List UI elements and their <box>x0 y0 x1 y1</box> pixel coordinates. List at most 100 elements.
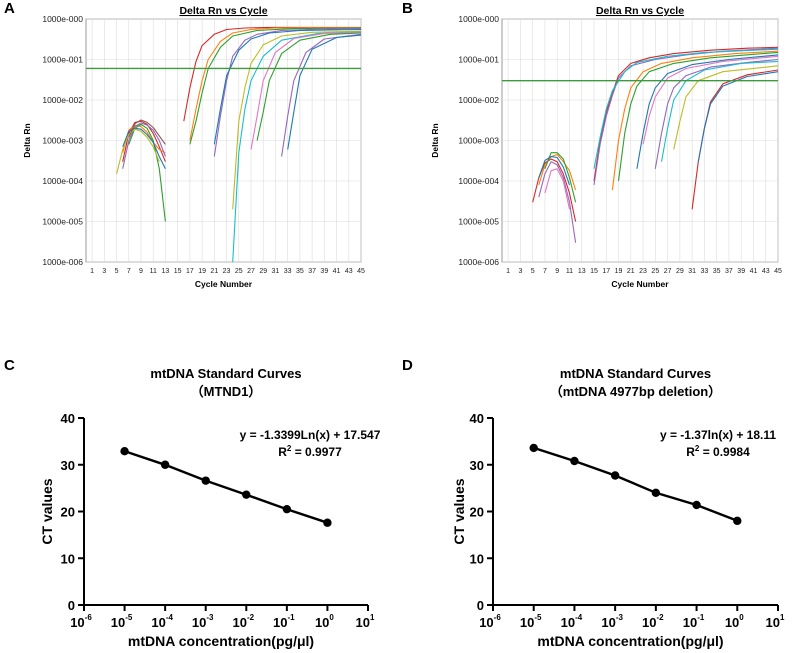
x-tick-base: 10 <box>315 615 329 630</box>
x-tick-label: 41 <box>750 268 758 275</box>
amplification-curve <box>642 55 779 145</box>
x-tick-label: 10-3 <box>192 613 214 630</box>
x-tick-exponent: -2 <box>657 613 665 622</box>
amplification-curve <box>617 51 779 182</box>
x-tick-label: 43 <box>762 268 770 275</box>
amplification-curve <box>538 153 577 191</box>
x-tick-label: 43 <box>345 268 353 275</box>
data-point <box>282 504 292 514</box>
y-tick-label: 10 <box>61 551 75 566</box>
x-tick-label: 1 <box>90 268 94 275</box>
x-tick-label: 11 <box>566 268 573 275</box>
x-tick-label: 10-5 <box>111 613 133 630</box>
amplification-curve <box>122 120 166 162</box>
x-tick-label: 100 <box>725 613 744 630</box>
x-tick-label: 1 <box>506 268 510 275</box>
x-tick-label: 10-3 <box>601 613 623 630</box>
y-tick-label: 10 <box>470 551 484 566</box>
amplification-curve <box>281 33 362 157</box>
x-tick-label: 23 <box>639 268 647 275</box>
panel-label-c: C <box>4 357 15 374</box>
y-tick-label: 1000e-003 <box>42 136 83 146</box>
data-point <box>570 456 579 466</box>
panel-label-b: B <box>402 0 413 17</box>
x-tick-label: 29 <box>676 268 684 275</box>
x-tick-exponent: 1 <box>370 613 375 622</box>
chart-a-amplification-plot: 1000e-006 1000e-005 1000e-004 1000e-003 1000… <box>22 5 365 289</box>
x-tick-label: 25 <box>235 268 243 275</box>
r-squared-annotation: R2 = 0.9984 <box>686 444 750 459</box>
x-tick-exponent: -3 <box>206 613 214 622</box>
y-tick-label: 30 <box>470 458 484 473</box>
amplification-curve <box>697 71 779 162</box>
x-tick-base: 10 <box>111 615 125 630</box>
x-tick-exponent: -6 <box>494 613 502 622</box>
amplification-curve <box>287 34 362 150</box>
y-axis-label: CT values <box>451 478 467 544</box>
x-axis-label: Cycle Number <box>611 279 669 289</box>
amplification-curve <box>611 50 779 191</box>
x-tick-label: 35 <box>713 268 721 275</box>
y-tick-label: 0 <box>68 598 75 613</box>
y-tick-label: 30 <box>61 458 75 473</box>
chart-b-amplification-plot: 1000e-006 1000e-005 1000e-004 1000e-003 1000… <box>430 5 782 289</box>
x-tick-label: 13 <box>578 268 586 275</box>
x-tick-base: 10 <box>356 615 370 630</box>
x-tick-label: 10-4 <box>561 613 583 630</box>
x-tick-exponent: -3 <box>616 613 624 622</box>
x-tick-label: 25 <box>651 268 659 275</box>
x-tick-base: 10 <box>232 615 246 630</box>
data-point <box>160 460 170 469</box>
y-tick-label: 40 <box>470 411 484 426</box>
chart-title: Delta Rn vs Cycle <box>179 5 267 17</box>
data-point <box>651 488 661 497</box>
data-point <box>733 516 742 526</box>
x-axis-label: mtDNA concentration(pg/μl) <box>128 633 314 649</box>
x-tick-label: 9 <box>139 268 143 275</box>
x-tick-base: 10 <box>151 615 165 630</box>
x-tick-label: 37 <box>308 268 316 275</box>
x-tick-label: 11 <box>150 268 157 275</box>
chart-title: mtDNA Standard Curves <box>150 366 301 381</box>
x-tick-label: 17 <box>186 268 194 275</box>
x-axis-label: mtDNA concentration(pg/μl) <box>537 633 723 649</box>
amplification-curve <box>538 161 577 243</box>
x-tick-base: 10 <box>561 615 575 630</box>
amplification-curve <box>593 46 779 182</box>
panel-label-a: A <box>4 0 15 17</box>
r-squared-lhs: R <box>278 445 287 459</box>
chart-title: Delta Rn vs Cycle <box>596 5 684 17</box>
x-tick-base: 10 <box>479 615 493 630</box>
data-point <box>610 471 620 480</box>
x-tick-label: 10-2 <box>642 613 664 630</box>
y-tick-label: 1000e-000 <box>42 14 83 24</box>
equation-annotation: y = -1.37ln(x) + 18.11 <box>660 428 776 442</box>
data-point <box>692 500 701 510</box>
amplification-curve <box>122 122 166 169</box>
x-tick-label: 37 <box>725 268 733 275</box>
y-tick-label: 40 <box>61 411 75 426</box>
amplification-curve <box>538 156 571 186</box>
r-squared-rhs: = 0.9977 <box>291 445 342 459</box>
x-tick-exponent: -1 <box>288 613 296 622</box>
x-tick-base: 10 <box>725 615 739 630</box>
data-point <box>242 490 251 499</box>
chart-title: mtDNA Standard Curves <box>560 366 711 381</box>
amplification-curve <box>213 28 362 157</box>
y-axis-label: Delta Rn <box>430 123 440 157</box>
r-squared-rhs: = 0.9984 <box>699 445 750 459</box>
amplification-curve <box>232 30 362 210</box>
y-tick-label: 0 <box>477 598 484 613</box>
x-tick-base: 10 <box>766 615 780 630</box>
x-tick-label: 15 <box>174 268 182 275</box>
x-tick-label: 3 <box>518 268 522 275</box>
x-tick-label: 45 <box>357 268 365 275</box>
x-tick-label: 100 <box>315 613 334 630</box>
x-tick-label: 33 <box>701 268 709 275</box>
x-tick-base: 10 <box>192 615 206 630</box>
x-tick-label: 10-6 <box>479 613 501 630</box>
y-tick-label: 1000e-005 <box>42 217 83 227</box>
x-tick-label: 7 <box>127 268 131 275</box>
x-tick-label: 9 <box>555 268 559 275</box>
y-tick-label: 1000e-001 <box>42 55 83 65</box>
